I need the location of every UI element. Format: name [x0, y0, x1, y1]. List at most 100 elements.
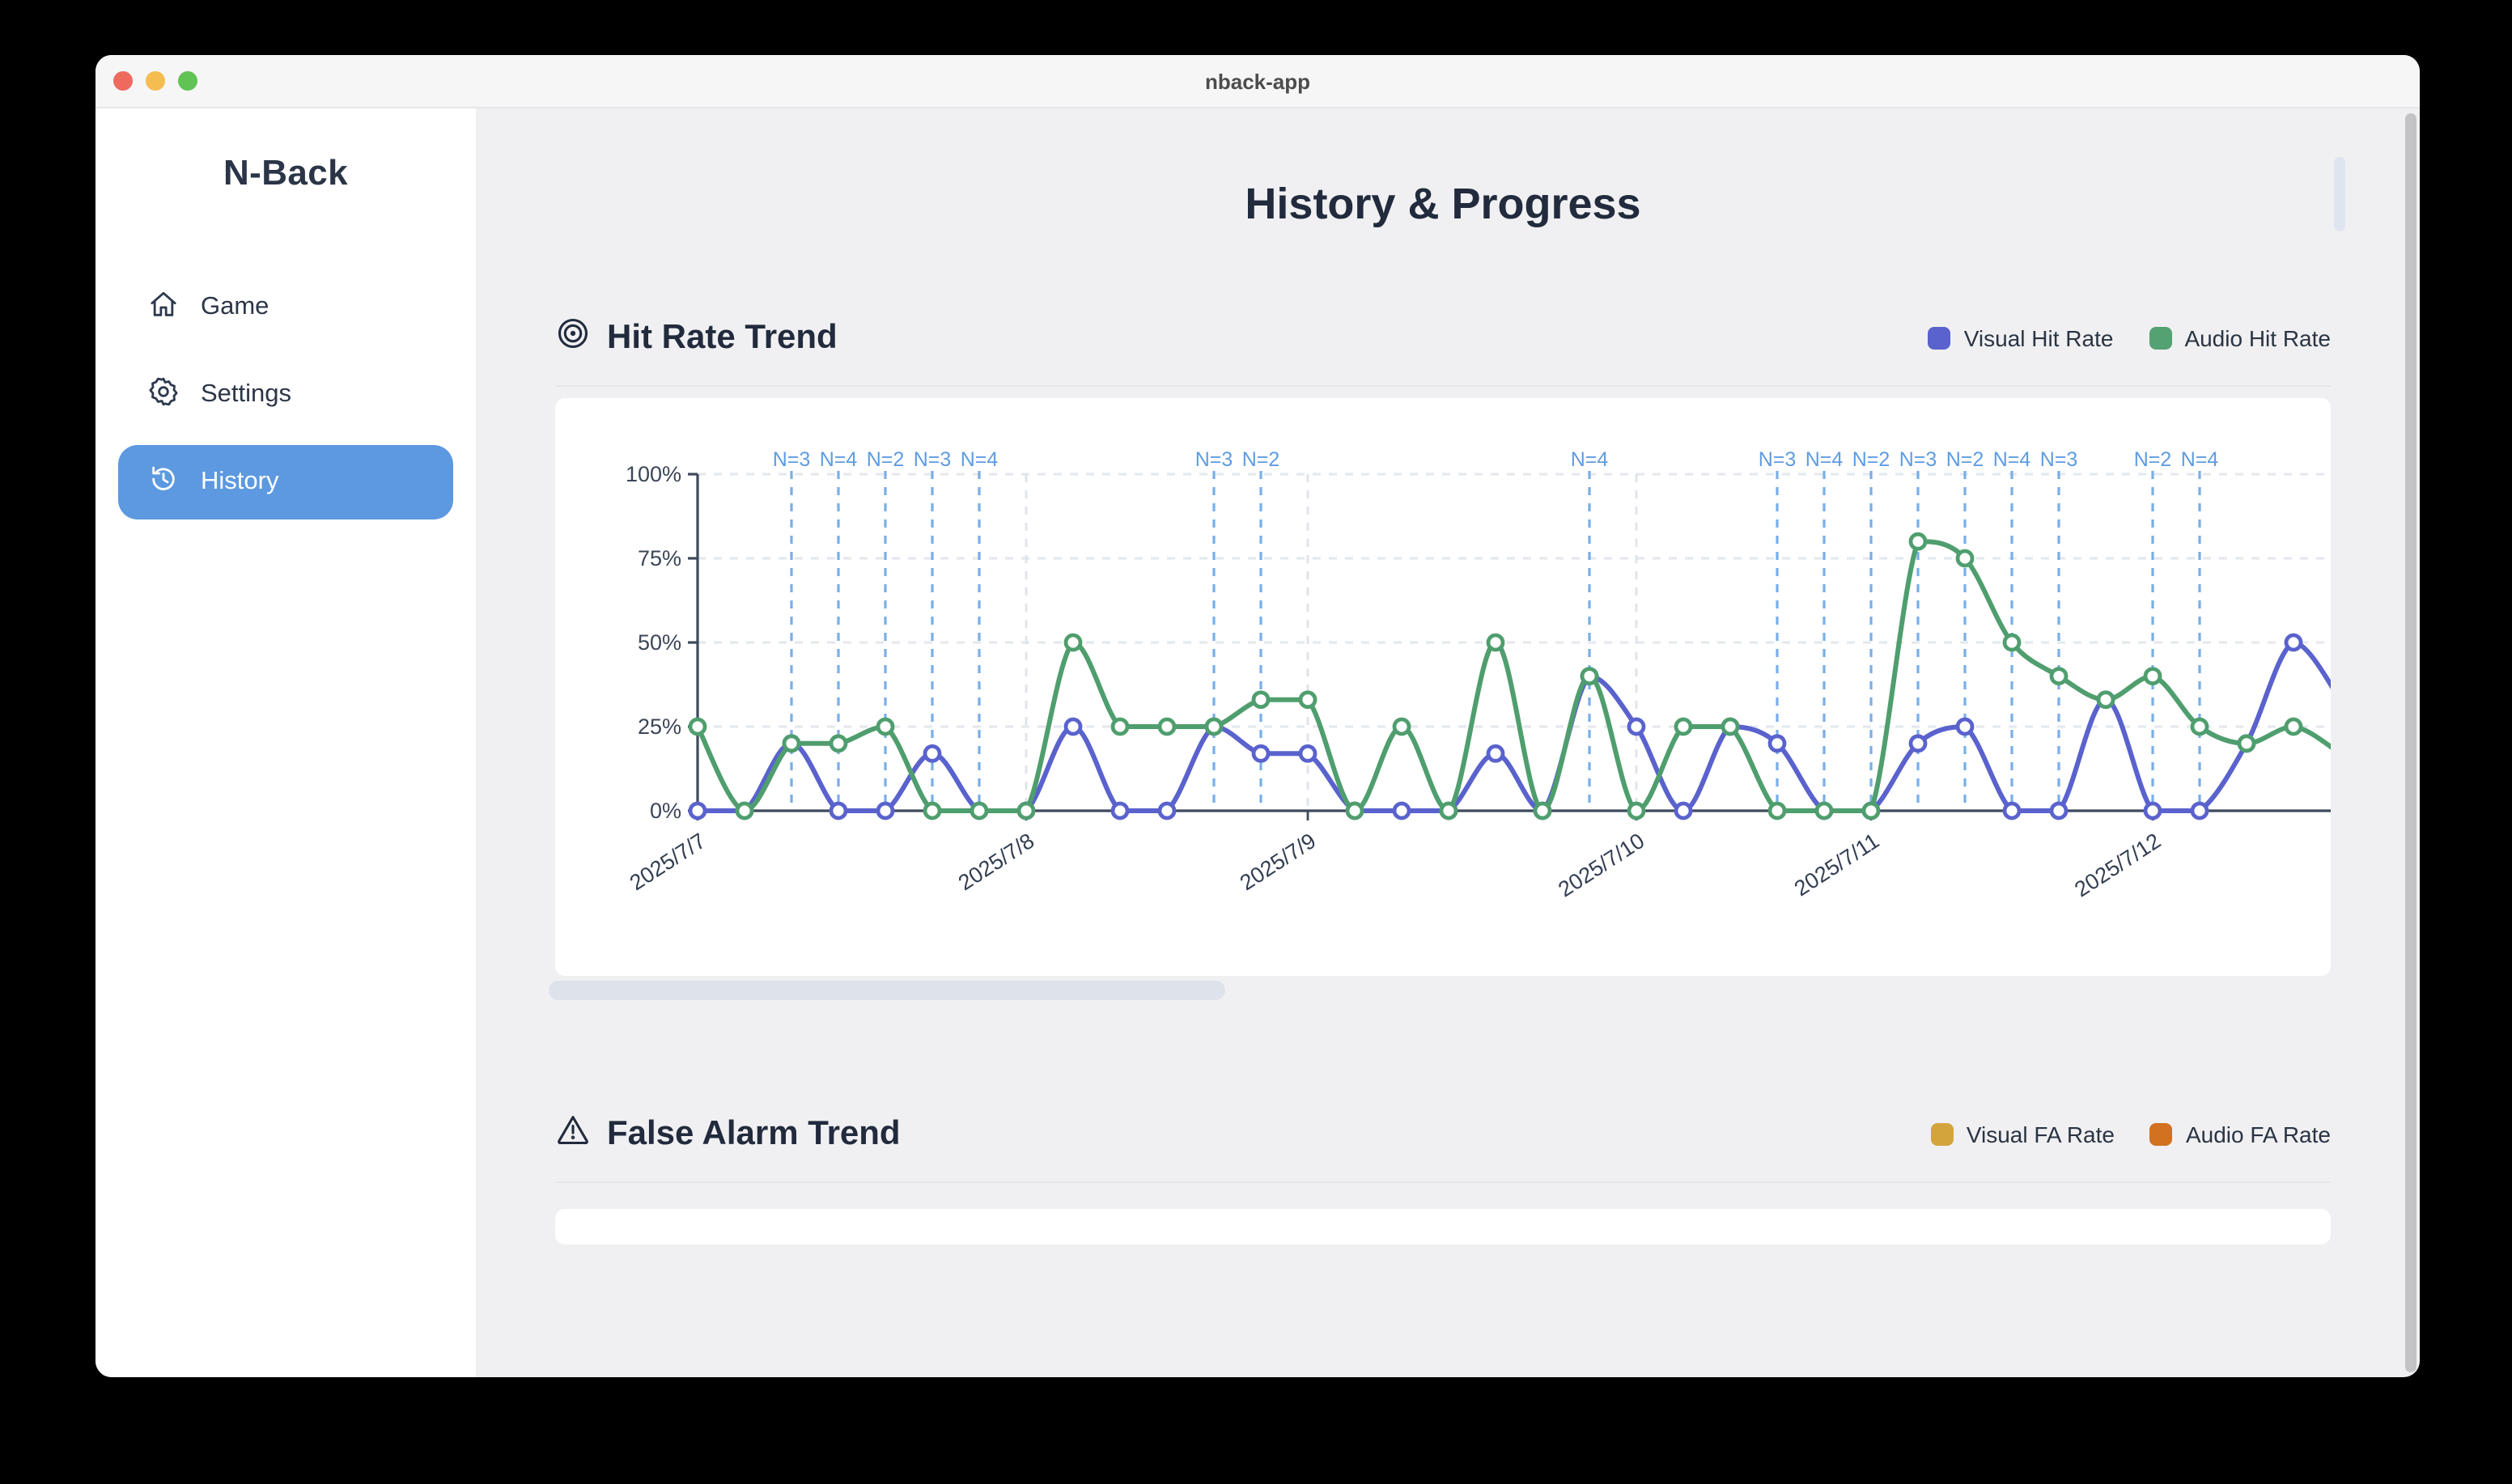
- data-point: [1674, 717, 1693, 736]
- sidebar: N-Back Game Settings: [95, 108, 476, 1377]
- svg-text:25%: 25%: [638, 714, 681, 739]
- data-point: [1533, 801, 1552, 820]
- main-content[interactable]: History & Progress Hit Rate Trend Visual…: [476, 108, 2420, 1377]
- data-point: [2143, 801, 2162, 820]
- svg-text:N=2: N=2: [1242, 448, 1280, 471]
- svg-text:N=4: N=4: [1993, 448, 2031, 471]
- data-point: [923, 744, 942, 763]
- svg-text:2025/7/9: 2025/7/9: [1236, 829, 1320, 895]
- svg-text:2025/7/11: 2025/7/11: [1790, 829, 1883, 901]
- data-point: [688, 801, 707, 820]
- data-point: [1298, 744, 1318, 763]
- data-point: [1580, 667, 1599, 686]
- svg-text:N=4: N=4: [820, 448, 858, 471]
- data-point: [2049, 801, 2069, 820]
- legend-swatch: [1930, 1122, 1954, 1145]
- window-scrollbar[interactable]: [2404, 112, 2418, 1374]
- data-point: [876, 717, 895, 736]
- legend-item-visual-hit: Visual Hit Rate: [1928, 324, 2114, 350]
- false-alarm-legend: Visual FA Rate Audio FA Rate: [1930, 1121, 2331, 1147]
- gear-icon: [147, 375, 180, 415]
- legend-label: Visual FA Rate: [1966, 1121, 2115, 1147]
- data-point: [1814, 801, 1834, 820]
- legend-label: Audio FA Rate: [2185, 1121, 2331, 1147]
- data-point: [1627, 801, 1646, 820]
- svg-text:N=2: N=2: [1852, 448, 1890, 471]
- data-point: [2143, 667, 2162, 686]
- false-alarm-section-header: False Alarm Trend Visual FA Rate Audio F…: [555, 1112, 2331, 1155]
- history-icon: [147, 462, 180, 502]
- legend-item-audio-fa: Audio FA Rate: [2149, 1121, 2331, 1147]
- axis-labels: 2025/7/7 2025/7/8 2025/7/9 2025/7/10 2025/7/…: [626, 462, 2165, 901]
- data-point: [1721, 717, 1740, 736]
- data-point: [1627, 717, 1646, 736]
- session-marker-labels: N=3 N=4 N=2 N=3 N=4 N=3 N=2 N=4 N=3 N=4 N=2 N=3 N=2 N…: [773, 448, 2219, 471]
- data-point: [1908, 734, 1928, 753]
- series-lines: [695, 539, 2331, 814]
- data-point: [1157, 717, 1177, 736]
- hit-rate-chart-card[interactable]: 2025/7/7 2025/7/8 2025/7/9 2025/7/10 2025/7/…: [555, 398, 2331, 976]
- svg-text:N=3: N=3: [773, 448, 811, 471]
- data-point: [782, 734, 801, 753]
- svg-text:2025/7/10: 2025/7/10: [1554, 829, 1648, 902]
- legend-swatch: [2149, 326, 2172, 349]
- window-scrollbar-thumb[interactable]: [2405, 113, 2417, 1372]
- section-title: False Alarm Trend: [607, 1114, 901, 1151]
- svg-text:2025/7/12: 2025/7/12: [2070, 829, 2165, 902]
- data-point: [1392, 801, 1411, 820]
- minimize-button[interactable]: [146, 71, 165, 91]
- data-point: [1298, 690, 1318, 710]
- legend-label: Visual Hit Rate: [1963, 324, 2114, 350]
- svg-text:N=2: N=2: [1946, 448, 1984, 471]
- false-alarm-chart-card[interactable]: [555, 1209, 2331, 1244]
- app-title: N-Back: [223, 152, 348, 193]
- window-controls: [113, 71, 197, 91]
- content-scrollbar-thumb[interactable]: [2334, 157, 2345, 231]
- data-point: [1016, 801, 1036, 820]
- sidebar-item-history[interactable]: History: [118, 445, 453, 519]
- target-icon: [555, 316, 591, 359]
- sidebar-item-label: Settings: [201, 380, 292, 408]
- titlebar[interactable]: nback-app: [95, 55, 2420, 108]
- svg-text:N=2: N=2: [867, 448, 905, 471]
- data-point: [735, 801, 754, 820]
- sidebar-item-game[interactable]: Game: [118, 270, 453, 345]
- data-point: [923, 801, 942, 820]
- legend-swatch: [1928, 326, 1951, 349]
- section-divider: [555, 1181, 2331, 1183]
- data-point: [1392, 717, 1411, 736]
- data-point: [1204, 717, 1224, 736]
- data-point: [2002, 801, 2022, 820]
- svg-text:0%: 0%: [650, 799, 681, 823]
- svg-text:N=4: N=4: [2181, 448, 2219, 471]
- svg-text:N=4: N=4: [1571, 448, 1609, 471]
- data-point: [970, 801, 989, 820]
- zoom-button[interactable]: [178, 71, 197, 91]
- data-point: [2284, 717, 2303, 736]
- close-button[interactable]: [113, 71, 133, 91]
- data-point: [829, 801, 848, 820]
- data-point: [688, 717, 707, 736]
- svg-text:N=3: N=3: [914, 448, 952, 471]
- svg-text:100%: 100%: [626, 462, 681, 486]
- legend-label: Audio Hit Rate: [2184, 324, 2331, 350]
- data-point: [1251, 744, 1271, 763]
- data-point: [1674, 801, 1693, 820]
- sidebar-item-settings[interactable]: Settings: [118, 358, 453, 432]
- home-icon: [147, 287, 180, 328]
- horizontal-scrollbar-thumb[interactable]: [549, 981, 1225, 1000]
- svg-text:2025/7/8: 2025/7/8: [954, 829, 1038, 895]
- svg-text:N=2: N=2: [2134, 448, 2172, 471]
- page-title: History & Progress: [1245, 180, 1641, 228]
- series-markers: [688, 532, 2303, 820]
- data-point: [876, 801, 895, 820]
- warning-icon: [555, 1112, 591, 1155]
- legend-swatch: [2149, 1122, 2173, 1145]
- svg-text:N=3: N=3: [1899, 448, 1937, 471]
- data-point: [1110, 801, 1130, 820]
- hit-rate-chart: 2025/7/7 2025/7/8 2025/7/9 2025/7/10 2025/7/…: [626, 448, 2331, 901]
- data-point: [1063, 633, 1083, 652]
- section-divider: [555, 385, 2331, 387]
- svg-text:50%: 50%: [638, 630, 681, 655]
